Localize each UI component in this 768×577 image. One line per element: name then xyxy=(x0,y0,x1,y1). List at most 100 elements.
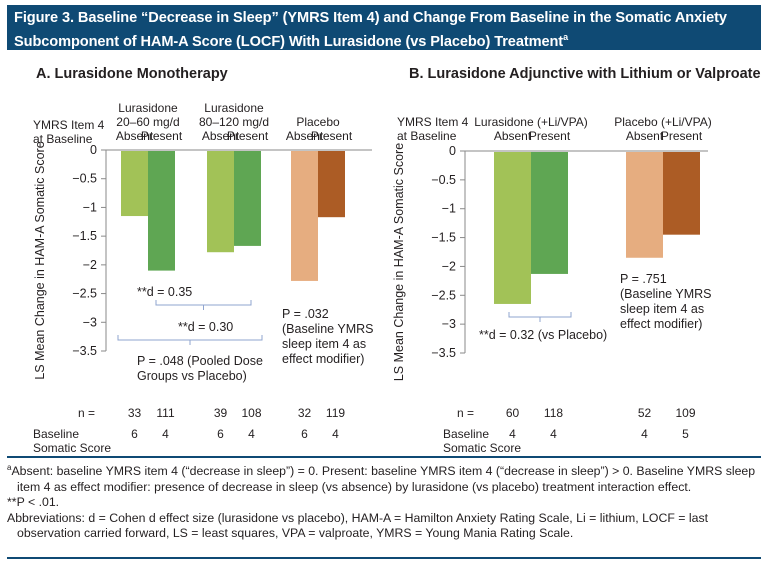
panel-b-bar-category-label: Present xyxy=(661,129,703,143)
panel-b-n-label: n = xyxy=(457,406,474,420)
panel-b-bar-present xyxy=(531,152,568,274)
panel-b-y-axis-label: LS Mean Change in HAM-A Somatic Score xyxy=(392,143,406,381)
panel-b-baseline-score-value: 4 xyxy=(641,427,648,441)
footnote-bottom-rule xyxy=(7,557,761,559)
panel-a-bar-category-label: Absent xyxy=(116,129,154,143)
panel-a-group-name-line1: Lurasidone xyxy=(118,101,178,115)
panel-a-bar-category-label: Absent xyxy=(202,129,240,143)
panel-b-bar-category-label: Present xyxy=(529,129,571,143)
panel-a-y-tick-label: −2.5 xyxy=(72,287,97,301)
panel-b-y-tick-label: −1.5 xyxy=(431,231,456,245)
panel-a-pooled-p-line2: Groups vs Placebo) xyxy=(137,369,247,383)
footnotes: aAbsent: baseline YMRS item 4 (“decrease… xyxy=(7,460,761,542)
panel-b-bar-absent xyxy=(626,152,663,258)
panel-a-baseline-label-line2: Somatic Score xyxy=(33,441,111,455)
panel-a-baseline-score-value: 4 xyxy=(248,427,255,441)
panel-a-y-tick-label: −1 xyxy=(83,200,97,214)
panel-b-bar-absent xyxy=(494,152,531,304)
panel-b-interaction-line2: sleep item 4 as xyxy=(620,302,704,316)
panel-a-bar-present xyxy=(234,151,261,246)
panel-a-y-tick-label: −1.5 xyxy=(72,229,97,243)
panel-a-n-value: 32 xyxy=(298,406,312,420)
panel-b-baseline-score-value: 4 xyxy=(550,427,557,441)
panel-b-n-value: 109 xyxy=(675,406,695,420)
panel-b-n-value: 52 xyxy=(638,406,652,420)
figure-title: Figure 3. Baseline “Decrease in Sleep” (… xyxy=(7,5,761,50)
panel-b-baseline-score-value: 4 xyxy=(509,427,516,441)
panel-b-interaction-p: P = .751 xyxy=(620,272,667,286)
panel-b-bar-present xyxy=(663,152,700,235)
panel-a-bracket-high-dose xyxy=(155,300,252,310)
panel-a-bar-category-label: Present xyxy=(141,129,183,143)
footnote-top-rule xyxy=(7,456,761,458)
panel-b-baseline-label-line2: Somatic Score xyxy=(443,441,521,455)
footnote-a-marker: a xyxy=(7,463,12,472)
panel-a-baseline-score-value: 6 xyxy=(301,427,308,441)
footnote-significance: **P < .01. xyxy=(7,495,60,510)
panel-a-baseline-score-value: 4 xyxy=(332,427,339,441)
footnote-abbreviations: Abbreviations: d = Cohen d effect size (… xyxy=(7,510,709,541)
panel-a-group-name-line2: 80–120 mg/d xyxy=(199,115,269,129)
panel-a-n-value: 108 xyxy=(241,406,261,420)
panel-b-y-tick-label: −3.5 xyxy=(431,346,456,360)
panel-b-bracket xyxy=(508,312,572,322)
panel-a-y-tick-label: 0 xyxy=(90,143,97,157)
panel-a-y-tick-label: −2 xyxy=(83,258,97,272)
panel-b-y-tick-label: −0.5 xyxy=(431,173,456,187)
panel-a-interaction-p: P = .032 xyxy=(282,307,329,321)
panel-a-y-tick-label: −3.5 xyxy=(72,344,97,358)
panel-b-bar-category-label: Absent xyxy=(494,129,532,143)
panel-b-effect-size: **d = 0.32 (vs Placebo) xyxy=(479,328,607,342)
panel-b-y-tick-label: 0 xyxy=(449,144,456,158)
panel-a-bar-category-label: Present xyxy=(227,129,269,143)
panel-a-baseline-score-value: 6 xyxy=(131,427,138,441)
panel-b-title: B. Lurasidone Adjunctive with Lithium or… xyxy=(409,66,761,82)
panel-b-group-name-line2: Placebo (+Li/VPA) xyxy=(614,115,712,129)
panel-b-y-tick-label: −3 xyxy=(442,317,456,331)
panel-b-row-header-line1: YMRS Item 4 xyxy=(397,115,469,129)
panel-a-interaction-line2: sleep item 4 as xyxy=(282,337,366,351)
panel-b-interaction-line1: (Baseline YMRS xyxy=(620,287,711,301)
panel-a-bar-present xyxy=(148,151,175,271)
panel-a-n-value: 39 xyxy=(214,406,228,420)
panel-a-n-label: n = xyxy=(78,406,95,420)
panel-a-row-header-line1: YMRS Item 4 xyxy=(33,118,105,132)
panel-a-pooled-p-line1: P = .048 (Pooled Dose xyxy=(137,354,263,368)
panel-a-group-name-line2: 20–60 mg/d xyxy=(116,115,179,129)
footnote-a: aAbsent: baseline YMRS item 4 (“decrease… xyxy=(7,460,761,495)
panel-a-bar-absent xyxy=(121,151,148,217)
panel-a-interaction-line1: (Baseline YMRS xyxy=(282,322,373,336)
panel-a-n-value: 33 xyxy=(128,406,142,420)
panel-a-y-tick-label: −3 xyxy=(83,315,97,329)
figure-title-text: Figure 3. Baseline “Decrease in Sleep” (… xyxy=(14,10,727,50)
panel-a-baseline-score-value: 4 xyxy=(162,427,169,441)
panel-b-row-header-line2: at Baseline xyxy=(397,129,457,143)
panel-b-group-name-line2: Lurasidone (+Li/VPA) xyxy=(474,115,588,129)
panel-a-group-name-line2: Placebo xyxy=(296,115,340,129)
panel-a-row-header-line2: at Baseline xyxy=(33,132,93,146)
panel-a-title: A. Lurasidone Monotherapy xyxy=(36,66,228,82)
panel-a-y-tick-label: −0.5 xyxy=(72,172,97,186)
panel-b-y-tick-label: −2 xyxy=(442,259,456,273)
panel-a-bar-category-label: Present xyxy=(311,129,353,143)
panel-a-bar-absent xyxy=(291,151,318,281)
panel-a-baseline-label-line1: Baseline xyxy=(33,427,79,441)
panel-a-baseline-score-value: 6 xyxy=(217,427,224,441)
panel-b-y-tick-label: −2.5 xyxy=(431,288,456,302)
panel-b-baseline-score-value: 5 xyxy=(682,427,689,441)
panel-b-y-tick-label: −1 xyxy=(442,202,456,216)
panel-b-baseline-label-line1: Baseline xyxy=(443,427,489,441)
panel-a-n-value: 119 xyxy=(326,406,345,420)
panel-b-interaction-line3: effect modifier) xyxy=(620,317,702,331)
panel-b-n-value: 118 xyxy=(544,406,563,420)
panel-a-effect-size-high-dose: **d = 0.35 xyxy=(137,285,192,299)
panel-a-effect-size-pooled: **d = 0.30 xyxy=(178,320,233,334)
panel-a-bar-category-label: Absent xyxy=(286,129,324,143)
panel-a-group-name-line1: Lurasidone xyxy=(204,101,264,115)
figure-title-footnote-marker: a xyxy=(563,32,568,42)
panel-a-y-axis-label: LS Mean Change in HAM-A Somatic Score xyxy=(33,141,47,379)
panel-a-n-value: 111 xyxy=(156,406,175,420)
panel-a-interaction-line3: effect modifier) xyxy=(282,352,364,366)
panel-b-n-value: 60 xyxy=(506,406,520,420)
